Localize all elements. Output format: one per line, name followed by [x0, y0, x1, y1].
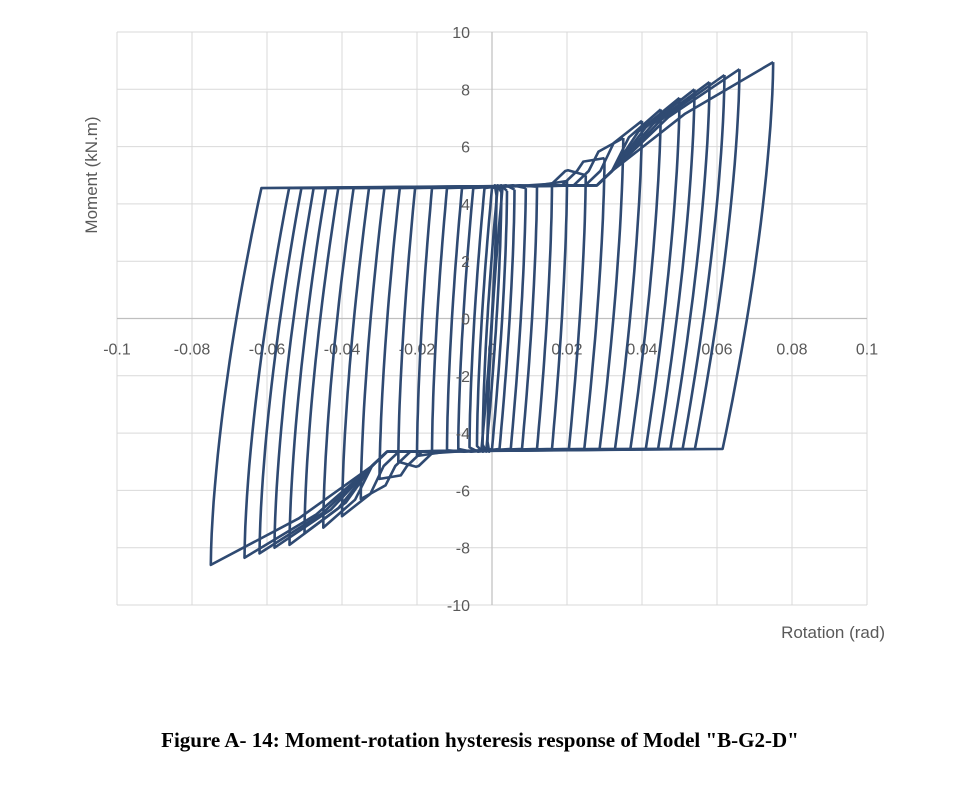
x-tick-label: -0.02: [399, 342, 436, 359]
y-tick-label: 8: [461, 82, 470, 99]
hysteresis-loop: [273, 81, 711, 549]
hysteresis-loop: [457, 184, 528, 453]
hysteresis-loop: [359, 136, 625, 501]
x-tick-label: -0.1: [103, 342, 131, 359]
y-tick-label: -6: [456, 483, 470, 500]
x-tick-label: -0.06: [249, 342, 286, 359]
y-axis-title: Moment (kN.m): [82, 116, 101, 233]
hysteresis-series: [209, 60, 775, 567]
y-tick-label: -10: [447, 598, 470, 615]
y-tick-label: 4: [461, 197, 470, 214]
hysteresis-loop: [258, 73, 726, 555]
y-tick-label: 2: [461, 254, 470, 271]
hysteresis-loop: [243, 68, 741, 559]
x-axis-title: Rotation (rad): [781, 623, 885, 642]
y-tick-label: 0: [461, 312, 470, 329]
hysteresis-loop: [322, 108, 663, 529]
figure-caption: Figure A- 14: Moment-rotation hysteresis…: [161, 728, 799, 752]
y-tick-labels-front: 10 8 6 4 2 0 -2 -4 -6 -8 -10: [447, 25, 470, 615]
y-tick-label: 10: [452, 25, 470, 42]
hysteresis-loop: [468, 184, 516, 453]
hysteresis-loop: [481, 184, 503, 453]
hysteresis-loop: [288, 88, 696, 547]
x-tick-label: -0.04: [324, 342, 361, 359]
hysteresis-loop: [378, 156, 606, 481]
y-tick-label: -2: [456, 369, 470, 386]
x-tick-label: 0: [488, 342, 497, 359]
hysteresis-loop: [475, 184, 509, 453]
x-tick-label: 0.08: [776, 342, 807, 359]
hysteresis-chart: -0.1 -0.08 -0.06 -0.04 -0.02 0 0.02 0.04 0.06 0.0…: [82, 25, 885, 642]
y-tick-label: -8: [456, 541, 470, 558]
x-tick-label: -0.08: [174, 342, 211, 359]
hysteresis-loop: [340, 119, 644, 518]
x-tick-label: 0.06: [701, 342, 732, 359]
y-tick-label: 6: [461, 140, 470, 157]
hysteresis-loop: [209, 60, 775, 567]
y-tick-label: -4: [456, 426, 470, 443]
x-tick-label: 0.1: [856, 342, 878, 359]
